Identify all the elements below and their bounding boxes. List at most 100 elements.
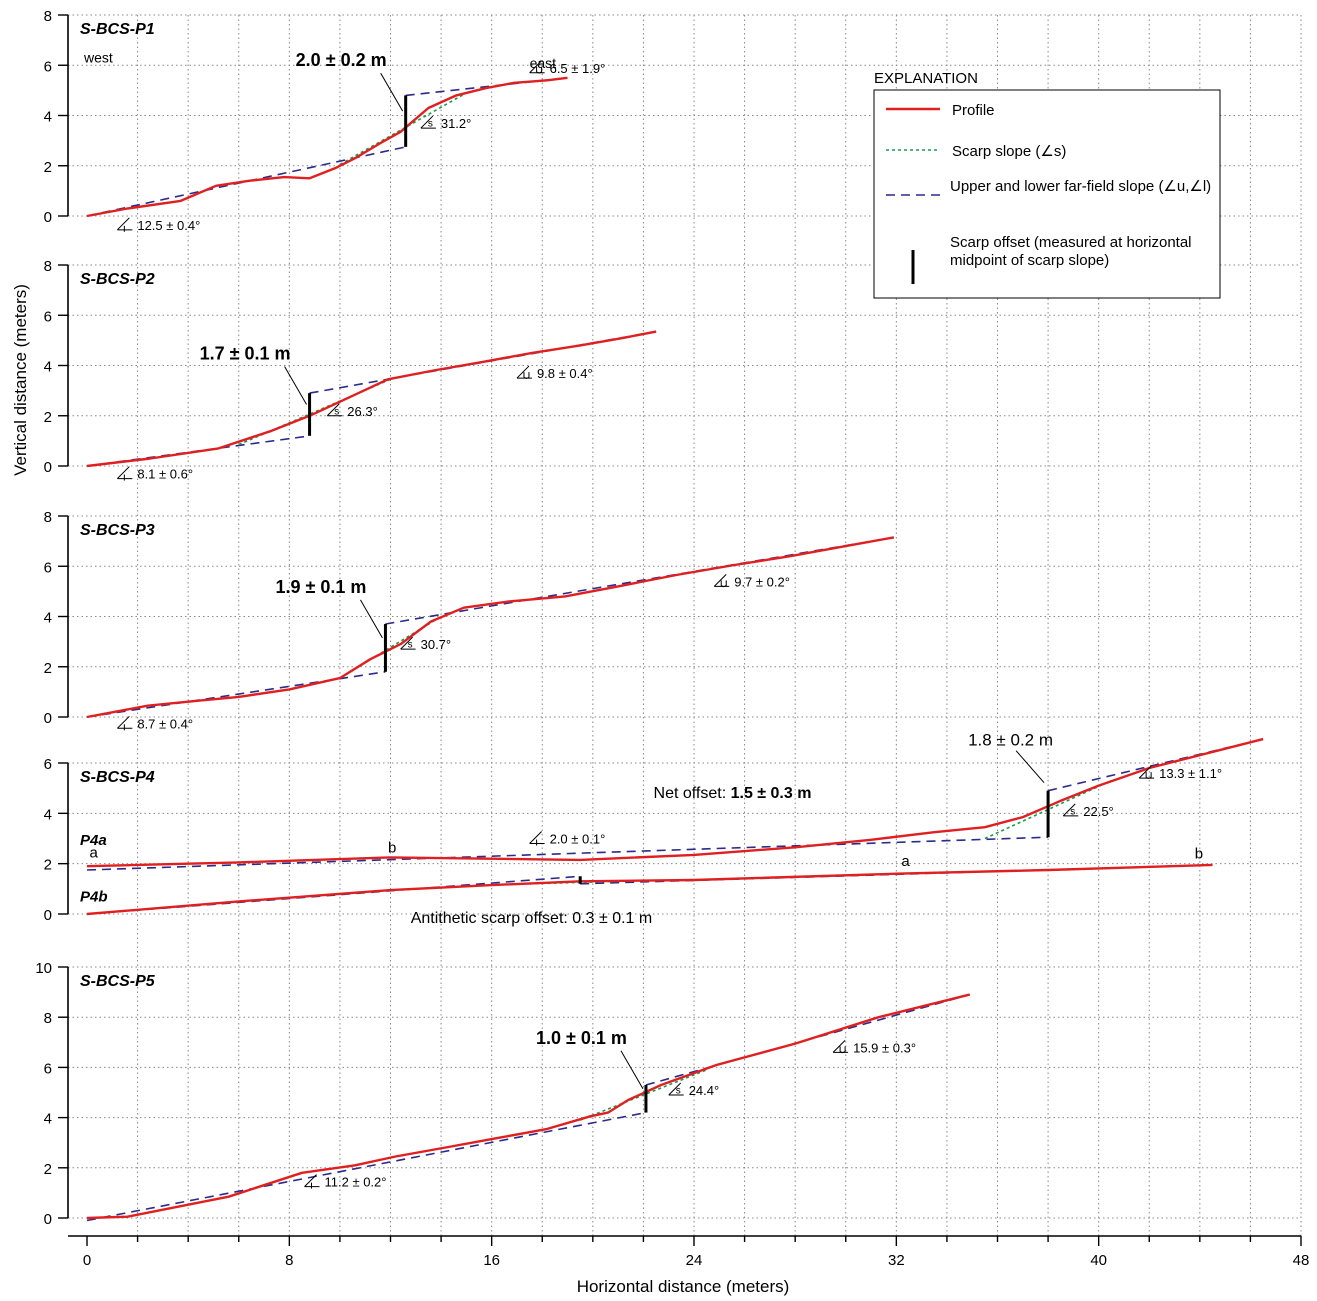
slope-symbol-u-letter-u — [1145, 772, 1152, 779]
profile-line — [86, 536, 895, 719]
slope-symbol-s-letter-s: s — [428, 119, 433, 130]
slope-symbol-s: s — [400, 636, 416, 651]
west-label: west — [83, 50, 113, 66]
y-tick-label: 10 — [35, 960, 52, 977]
slope-label-u: 13.3 ± 1.1° — [1159, 766, 1222, 781]
y-tick-label: 8 — [44, 1010, 52, 1027]
panel-s-bcs-p3: 0 2 4 6 8 S-BCS-P3 1.9 ± 0.1 m 8.7 ± 0.4° s 30.7°… — [44, 509, 1301, 731]
y-tick-label: 6 — [44, 756, 52, 773]
lower-far-field-line — [86, 1111, 647, 1222]
slope-label-s: 30.7° — [421, 637, 452, 652]
y-tick-label: 4 — [44, 359, 52, 376]
y-tick-label: 0 — [44, 907, 52, 924]
x-tick-label: 48 — [1293, 1252, 1310, 1269]
slope-label-l: 8.1 ± 0.6° — [137, 467, 193, 482]
point-label-a: a — [901, 853, 910, 870]
upper-far-field-line — [385, 536, 894, 625]
panel-s-bcs-p1: 0 2 4 6 8 S-BCS-P1 2.0 ± 0.2 m 12.5 ± 0.4° s 31.2… — [44, 8, 1301, 233]
legend: EXPLANATION Profile Scarp slope (∠s) Upp… — [873, 70, 1221, 299]
slope-symbol-l-angle — [116, 466, 133, 480]
scarp-offset-label: 1.0 ± 0.1 m — [536, 1028, 627, 1048]
legend-offset-label: Scarp offset (measured at horizontal mid… — [950, 234, 1192, 269]
panel-title: S-BCS-P2 — [80, 271, 155, 288]
slope-symbol-u-letter-u — [536, 66, 543, 74]
net-offset-prefix: Net offset: — [654, 785, 731, 802]
x-tick-label: 24 — [686, 1252, 703, 1269]
slope-symbol-l — [304, 1174, 320, 1189]
slope-symbol-u-letter-u — [839, 1046, 846, 1054]
slope-symbol-s-angle — [668, 1082, 684, 1096]
legend-box — [873, 89, 1221, 299]
profile-panels: 0 2 4 6 8 S-BCS-P1 2.0 ± 0.2 m 12.5 ± 0.4° s 31.2… — [35, 8, 1301, 1228]
y-tick-label: 6 — [44, 58, 52, 75]
profile-line — [86, 76, 568, 218]
net-offset-value: 1.5 ± 0.3 m — [731, 785, 812, 802]
x-axis-label: Horizontal distance (meters) — [577, 1277, 790, 1296]
profile-line — [86, 993, 970, 1220]
slope-symbol-s-letter-s: s — [1070, 806, 1075, 817]
slope-symbol-u — [832, 1039, 849, 1054]
p4b-label: P4b — [80, 888, 108, 905]
slope-label-l: 11.2 ± 0.2° — [325, 1175, 387, 1190]
net-offset-label: Net offset: 1.5 ± 0.3 m — [654, 785, 812, 802]
slope-symbol-l-angle — [116, 715, 133, 729]
y-axis-label: Vertical distance (meters) — [11, 284, 30, 476]
slope-symbol-s-letter-s: s — [676, 1086, 681, 1097]
lower-far-field-line — [86, 836, 1049, 871]
slope-symbol-s: s — [668, 1082, 684, 1097]
slope-symbol-s-angle — [420, 115, 436, 129]
y-tick-label: 2 — [44, 1161, 52, 1178]
y-tick-label: 0 — [44, 209, 52, 226]
scarp-offset-label: 1.9 ± 0.1 m — [275, 577, 366, 597]
legend-offset-label-box: Scarp offset (measured at horizontal mid… — [950, 234, 1192, 269]
slope-symbol-u — [713, 573, 730, 588]
y-tick-label: 6 — [44, 308, 52, 325]
y-tick-label: 2 — [44, 857, 52, 874]
slope-label-s: 31.2° — [441, 116, 472, 131]
slope-label-u: 9.8 ± 0.4° — [537, 366, 593, 381]
y-tick-label: 8 — [44, 509, 52, 526]
legend-profile-label: Profile — [952, 102, 995, 119]
slope-symbol-l — [116, 217, 133, 232]
y-tick-label: 4 — [44, 806, 52, 823]
y-tick-label: 4 — [44, 610, 52, 627]
y-tick-label: 8 — [44, 258, 52, 275]
lower-far-field-line — [86, 671, 386, 718]
slope-symbol-s-letter-s: s — [408, 640, 413, 651]
x-tick-label: 40 — [1090, 1252, 1107, 1269]
slope-symbol-l — [116, 715, 133, 731]
y-tick-label: 4 — [44, 1111, 52, 1128]
slope-symbol-s: s — [1062, 803, 1079, 817]
slope-symbol-s: s — [420, 115, 436, 130]
slope-label-l: 8.7 ± 0.4° — [137, 716, 193, 731]
offset-label-leader — [360, 599, 383, 639]
x-tick-label: 16 — [483, 1252, 500, 1269]
slope-label-u: 15.9 ± 0.3° — [853, 1040, 916, 1055]
profile-line — [86, 737, 1264, 868]
panel-s-bcs-p4: 0 2 4 6 S-BCS-P4 1.8 ± 0.2 m 2.0 ± 0.1° s 22.5° 1… — [44, 731, 1301, 927]
legend-far-label: Upper and lower far-field slope (∠u,∠l) — [950, 178, 1212, 195]
offset-label-leader — [284, 366, 307, 405]
point-label-b: b — [1195, 846, 1203, 863]
slope-label-l: 12.5 ± 0.4° — [137, 218, 200, 233]
y-tick-label: 0 — [44, 459, 52, 476]
antithetic-scarp-offset-label: Antithetic scarp offset: 0.3 ± 0.1 m — [411, 910, 653, 927]
legend-scarp-label: Scarp slope (∠s) — [952, 143, 1066, 160]
profile-line — [86, 330, 657, 468]
legend-far-label-box: Upper and lower far-field slope (∠u,∠l) — [950, 178, 1212, 195]
point-label-a: a — [90, 844, 99, 861]
y-tick-label: 0 — [44, 710, 52, 727]
panel-title: S-BCS-P5 — [80, 973, 156, 990]
slope-label-u: 6.5 ± 1.9° — [550, 61, 606, 76]
legend-title: EXPLANATION — [874, 70, 978, 87]
y-tick-label: 4 — [44, 109, 52, 126]
slope-symbol-s-angle — [400, 636, 416, 650]
x-tick-label: 0 — [83, 1252, 91, 1269]
panel-title: S-BCS-P1 — [80, 21, 155, 38]
slope-symbol-u — [516, 365, 532, 379]
y-tick-label: 2 — [44, 660, 52, 677]
panel-title: S-BCS-P4 — [80, 769, 155, 786]
panel-title: S-BCS-P3 — [80, 522, 155, 539]
scarp-slope-line — [579, 1069, 707, 1121]
